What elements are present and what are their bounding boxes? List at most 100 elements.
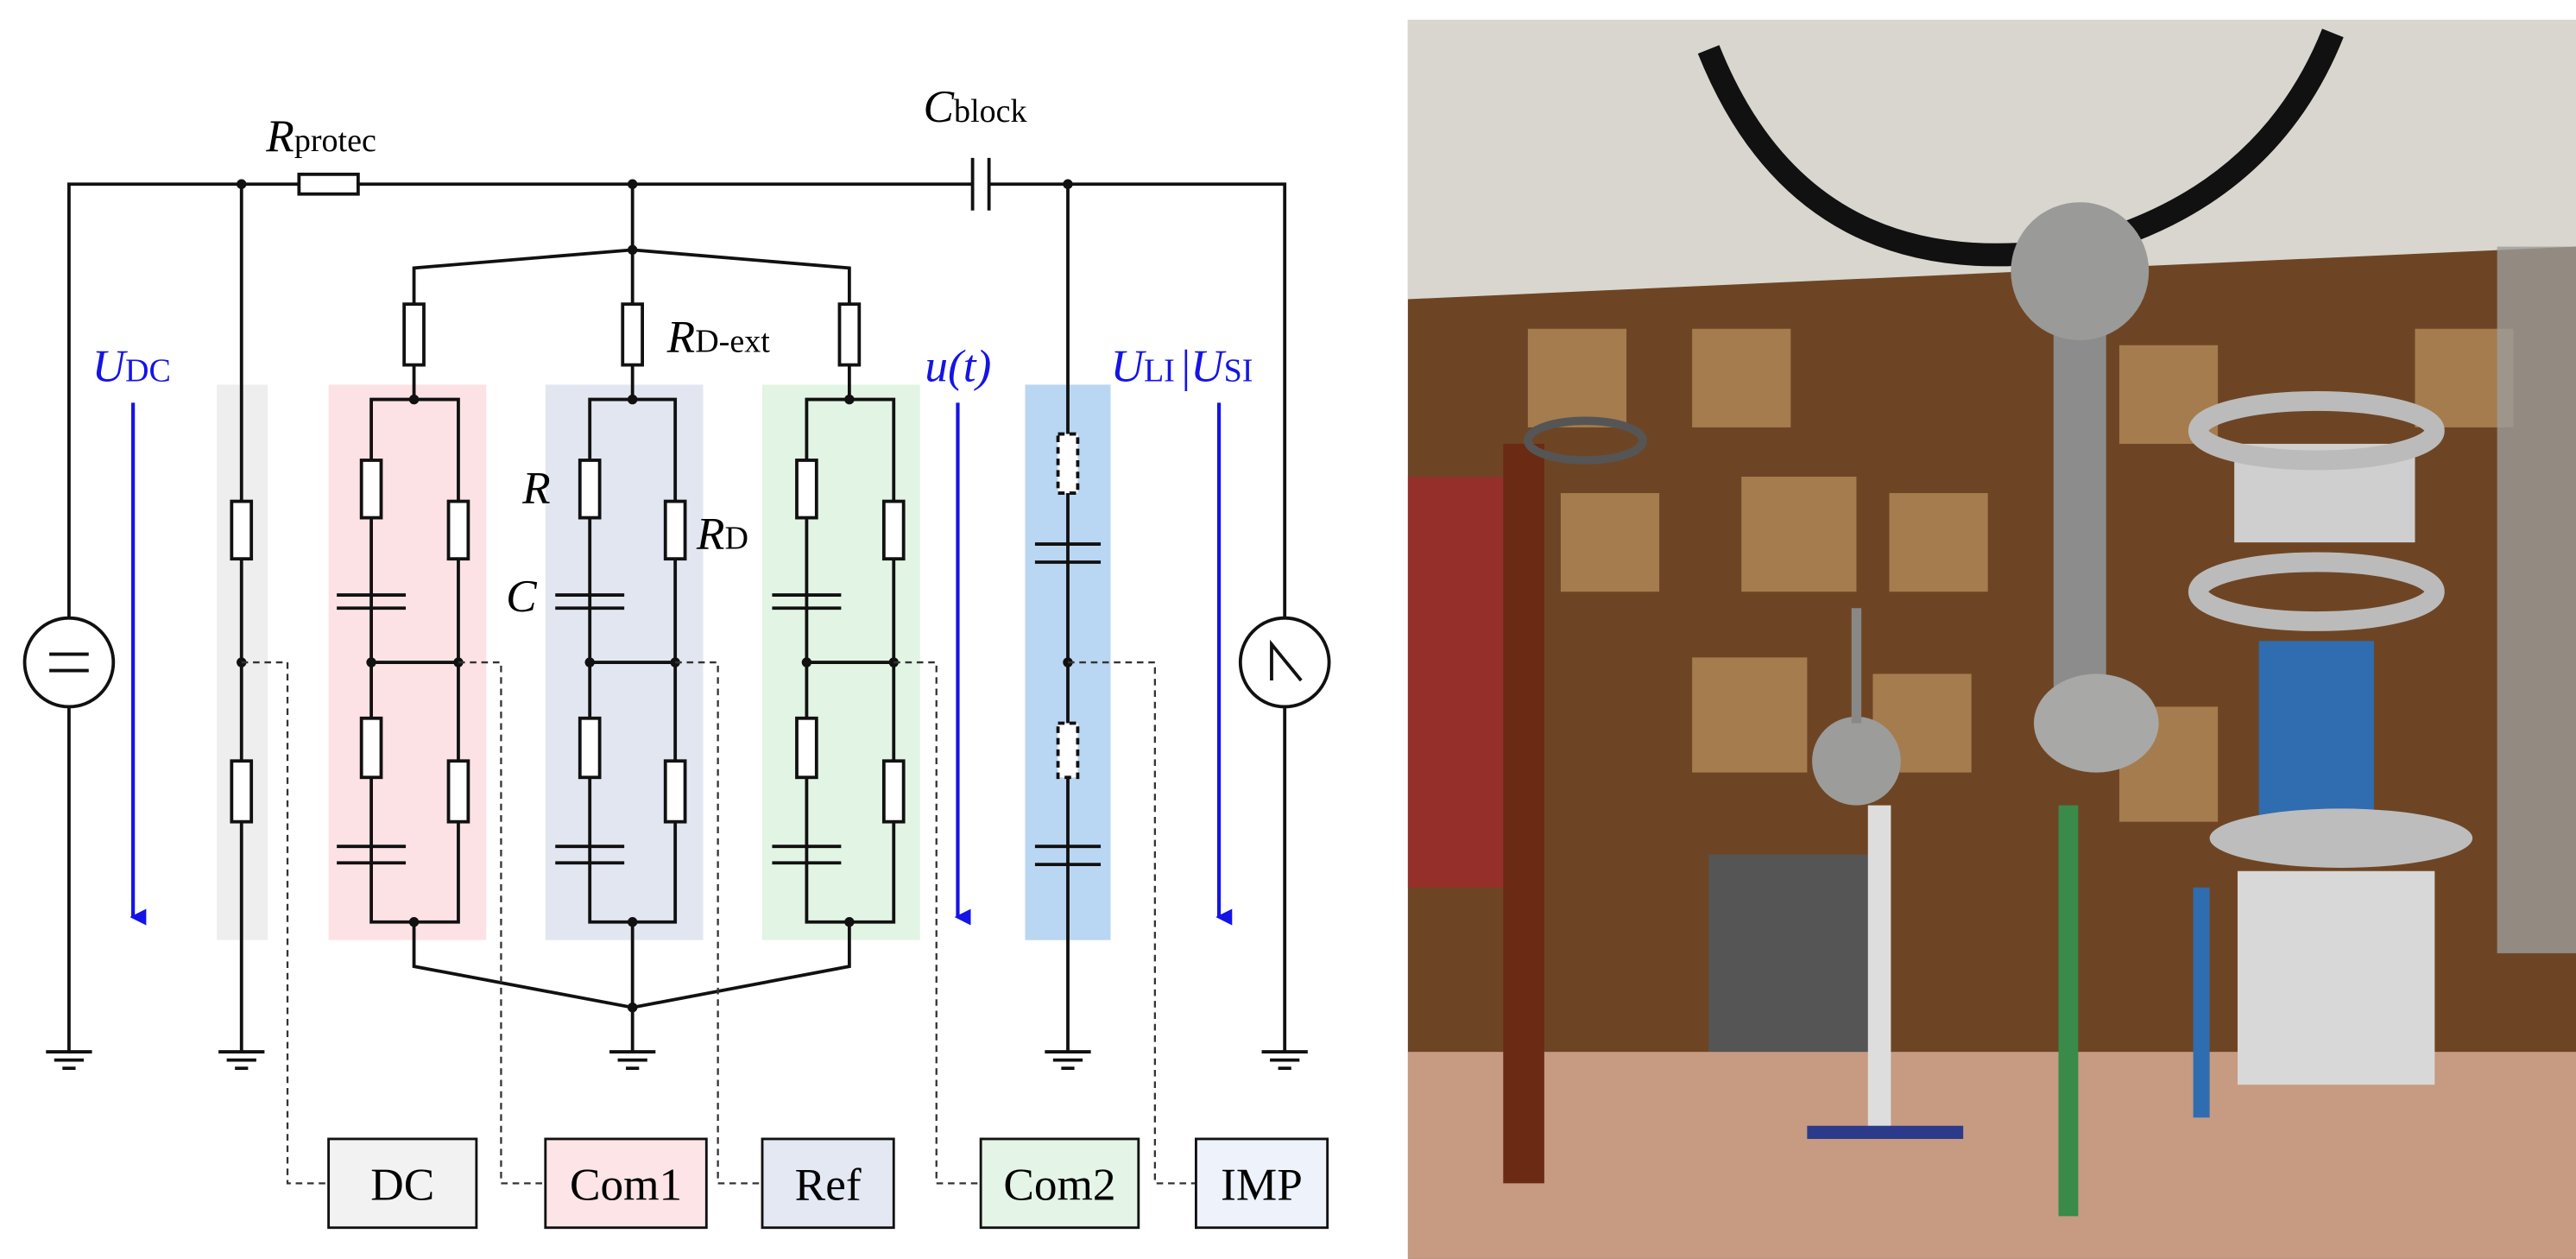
resistor <box>666 761 685 821</box>
ground <box>609 1052 655 1068</box>
node <box>628 1003 637 1012</box>
rect <box>1807 1126 1963 1139</box>
rect <box>1741 477 1856 592</box>
label-r-protec: Rprotec <box>265 111 376 161</box>
path <box>973 158 989 211</box>
resistor <box>580 460 600 518</box>
tspan: U <box>1190 341 1227 392</box>
label-u-t: u(t) <box>925 341 991 392</box>
ellipse <box>2034 674 2159 772</box>
path <box>1272 644 1301 680</box>
rect <box>1852 608 1861 723</box>
rect <box>1503 444 1544 1183</box>
page: Rprotec Cblock UDC RD-ext u(t) ULI|USI R… <box>0 0 2576 1259</box>
node <box>584 657 594 667</box>
tspan: D-ext <box>695 323 770 359</box>
resistor <box>884 761 904 821</box>
tspan: U <box>1110 341 1146 392</box>
resistor <box>666 502 685 560</box>
boxes: DC Com1 Ref Com2 IMP <box>329 1139 1328 1228</box>
node <box>628 245 637 255</box>
resistor <box>362 718 382 778</box>
module-label: Com1 <box>570 1159 682 1210</box>
tspan: LI <box>1144 353 1175 389</box>
path <box>414 184 849 399</box>
label-c: C <box>506 571 538 622</box>
tspan: DC <box>125 353 171 389</box>
node <box>1063 180 1072 189</box>
rect <box>1408 477 1506 888</box>
module-label: IMP <box>1221 1159 1303 1210</box>
rect <box>1692 657 1807 772</box>
node <box>237 180 246 189</box>
node <box>844 395 854 404</box>
rect <box>404 304 424 364</box>
node <box>366 657 376 667</box>
rect <box>2259 641 2374 821</box>
circle <box>2011 202 2149 340</box>
tspan: R <box>696 509 725 560</box>
g <box>46 1052 1308 1068</box>
tspan: SI <box>1224 353 1253 389</box>
module-label: Ref <box>795 1159 862 1210</box>
tspan: R <box>666 311 696 362</box>
ellipse <box>2210 808 2472 868</box>
module-label: DC <box>370 1159 434 1210</box>
rect <box>231 761 251 821</box>
rect <box>2497 247 2576 953</box>
rect <box>1058 723 1078 777</box>
ground <box>218 1052 264 1068</box>
label-u-li-si: ULI|USI <box>1110 341 1253 392</box>
ground <box>1045 1052 1090 1068</box>
node <box>628 395 637 404</box>
resistor <box>362 460 382 518</box>
resistor <box>797 460 817 518</box>
label-c-block: Cblock <box>924 81 1028 132</box>
resistor <box>797 718 817 778</box>
rect <box>1561 493 1659 592</box>
ground <box>1262 1052 1308 1068</box>
ground <box>46 1052 92 1068</box>
resistor <box>449 761 469 821</box>
rect <box>2238 871 2434 1085</box>
rect <box>1058 434 1078 494</box>
rect <box>1890 493 1988 592</box>
figure: Rprotec Cblock UDC RD-ext u(t) ULI|USI R… <box>0 0 2576 1259</box>
rect <box>1528 329 1626 427</box>
tspan: R <box>265 111 294 161</box>
resistor <box>580 718 600 778</box>
tspan: | <box>1181 341 1190 392</box>
circle <box>1812 717 1901 806</box>
tspan: block <box>954 93 1028 130</box>
rect <box>1708 855 1889 1085</box>
circle <box>25 618 114 707</box>
node <box>628 917 637 927</box>
resistor <box>449 502 469 560</box>
node <box>844 917 854 927</box>
photo <box>1408 20 2576 1259</box>
rect <box>2054 313 2106 707</box>
rect <box>2194 888 2210 1117</box>
rect <box>231 502 251 560</box>
label-r-d: RD <box>696 509 748 560</box>
rect <box>1692 329 1790 427</box>
node <box>409 395 419 404</box>
module-label: Com2 <box>1003 1159 1115 1210</box>
label-r-d-ext: RD-ext <box>666 311 771 362</box>
node <box>409 917 419 927</box>
rect <box>622 304 642 364</box>
tspan: protec <box>294 123 376 159</box>
rect <box>839 304 859 364</box>
tspan: D <box>724 521 748 557</box>
rect <box>2059 806 2079 1217</box>
tspan: C <box>924 81 956 132</box>
label-u-dc: UDC <box>92 341 171 392</box>
node <box>628 180 637 189</box>
rect <box>1868 806 1891 1135</box>
path <box>414 922 849 1052</box>
label-r: R <box>521 462 551 513</box>
path <box>49 655 89 671</box>
tspan: U <box>92 341 129 392</box>
node <box>802 657 811 667</box>
resistor <box>884 502 904 560</box>
